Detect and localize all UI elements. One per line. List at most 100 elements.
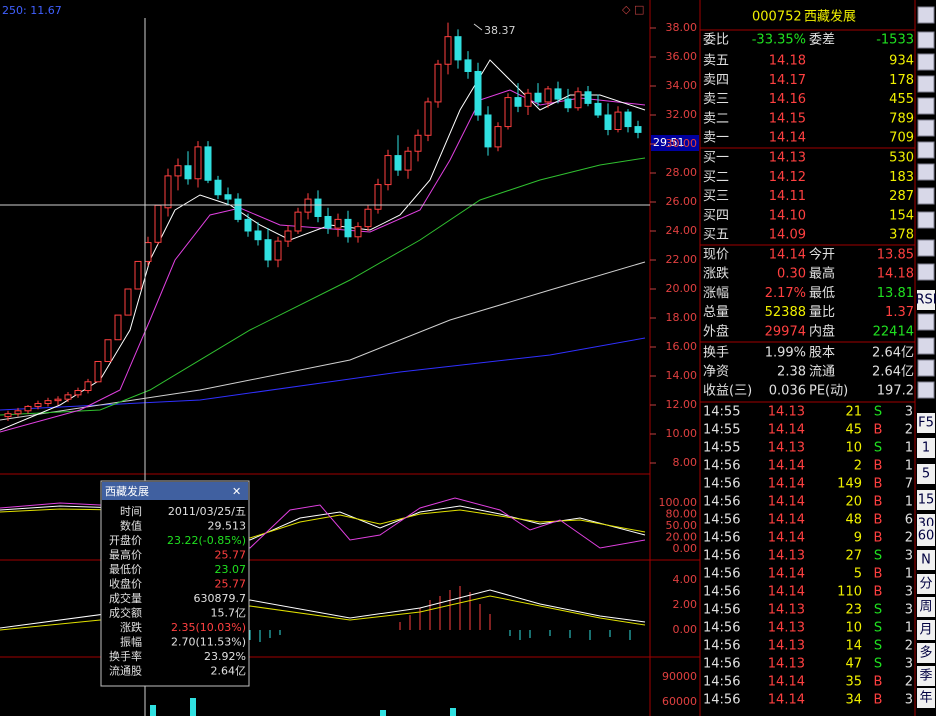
toolbar-button[interactable]	[917, 620, 935, 640]
volume-axis-label: 60000	[662, 695, 697, 708]
candles	[4, 22, 642, 421]
toolbar-button[interactable]	[917, 438, 935, 458]
tick-time: 14:56	[703, 567, 740, 582]
toolbar-button[interactable]	[917, 413, 935, 433]
popup-value: 2.35(10.03%)	[171, 621, 246, 634]
toolbar-icon[interactable]	[917, 163, 935, 181]
tick-price: 14.14	[768, 423, 805, 438]
tick-time: 14:55	[703, 423, 740, 438]
stat-label: 涨幅	[703, 286, 729, 301]
popup-close[interactable]: ✕	[232, 485, 241, 498]
toolbar-button[interactable]	[917, 464, 935, 484]
tick-volume: 10	[845, 621, 862, 636]
candle-body	[584, 91, 592, 104]
book-label: 买五	[703, 228, 729, 243]
candle-body	[54, 398, 62, 402]
toolbar-icon[interactable]	[917, 239, 935, 257]
price-tick-label: 30.00	[666, 137, 698, 150]
toolbar-button[interactable]	[917, 574, 935, 594]
book-price: 14.11	[769, 189, 806, 204]
stat-label: 量比	[809, 305, 835, 320]
tick-price: 14.14	[768, 513, 805, 528]
toolbar-icon[interactable]	[917, 119, 935, 137]
toolbar-label[interactable]: 分	[919, 577, 932, 592]
tick-side: S	[874, 549, 882, 564]
price-tick-label: 32.00	[666, 108, 698, 121]
toolbar-icon[interactable]	[917, 263, 935, 281]
toolbar-button[interactable]	[917, 526, 935, 546]
price-tick-label: 34.00	[666, 79, 698, 92]
book-label: 买三	[703, 189, 729, 204]
kdj-axis-label: 0.00	[673, 542, 698, 555]
popup-value: 630879.7	[194, 592, 247, 605]
kdj-axis-label: 50.00	[666, 519, 698, 532]
toolbar-button[interactable]	[917, 550, 935, 570]
toolbar-icon[interactable]	[917, 381, 935, 399]
toolbar-icon[interactable]	[917, 75, 935, 93]
toolbar-button[interactable]	[917, 666, 935, 686]
popup-label: 最高价	[109, 548, 142, 562]
window-icons[interactable]: ◇ □	[622, 3, 644, 16]
toolbar-label[interactable]: 季	[919, 669, 932, 684]
price-tick-label: 18.00	[666, 311, 698, 324]
tick-side: B	[874, 531, 883, 546]
stat-label: 外盘	[703, 323, 729, 339]
toolbar-button[interactable]	[917, 290, 935, 310]
toolbar-button[interactable]	[917, 490, 935, 510]
toolbar-label[interactable]: 周	[919, 600, 932, 615]
toolbar-icon[interactable]	[917, 359, 935, 377]
value: -1533	[876, 33, 914, 48]
toolbar-icon[interactable]	[917, 313, 935, 331]
candle-body	[274, 240, 282, 261]
toolbar-button[interactable]	[917, 688, 935, 708]
fund-value: 2.38	[777, 365, 806, 380]
toolbar-button[interactable]	[917, 597, 935, 617]
tick-volume: 21	[845, 405, 862, 420]
popup-label: 涨跌	[120, 620, 142, 634]
stat-value: 14.18	[877, 267, 914, 282]
toolbar-label[interactable]: 5	[922, 467, 930, 482]
tick-price: 14.13	[768, 441, 805, 456]
tick-price: 14.13	[768, 549, 805, 564]
tick-side: B	[874, 567, 883, 582]
book-label: 买四	[703, 208, 729, 223]
tick-time: 14:56	[703, 477, 740, 492]
toolbar-icon[interactable]	[917, 6, 935, 24]
tick-price: 14.14	[768, 567, 805, 582]
tick-time: 14:56	[703, 585, 740, 600]
stock-code: 000752	[752, 10, 802, 25]
value: -33.35%	[752, 33, 806, 48]
candle-body	[384, 155, 392, 186]
candle-body	[224, 194, 232, 200]
toolbar-label[interactable]: F5	[918, 416, 934, 431]
popup-value: 25.77	[215, 549, 247, 562]
tick-price: 14.14	[768, 459, 805, 474]
toolbar-icon[interactable]	[917, 337, 935, 355]
toolbar-label[interactable]: 60	[918, 529, 935, 544]
toolbar-label[interactable]: 年	[919, 691, 932, 706]
tick-price: 14.14	[768, 477, 805, 492]
toolbar-label[interactable]: RSI	[915, 293, 936, 308]
toolbar-label[interactable]: 多	[919, 645, 932, 661]
book-volume: 178	[889, 73, 914, 88]
candle-body	[44, 400, 52, 405]
toolbar-icon[interactable]	[917, 187, 935, 205]
toolbar-icon[interactable]	[917, 53, 935, 71]
toolbar-icon[interactable]	[917, 211, 935, 229]
tick-side: B	[874, 513, 883, 528]
tick-volume: 35	[845, 675, 862, 690]
toolbar-label[interactable]: 1	[922, 441, 930, 456]
stat-label: 涨跌	[703, 266, 729, 282]
toolbar-label[interactable]: 15	[918, 493, 935, 508]
candle-body	[134, 260, 142, 290]
toolbar-label[interactable]: 月	[919, 623, 932, 638]
tick-time: 14:56	[703, 657, 740, 672]
book-volume: 378	[889, 228, 914, 243]
toolbar-label[interactable]: N	[921, 553, 931, 568]
toolbar-icon[interactable]	[917, 141, 935, 159]
stat-value: 0.30	[777, 267, 806, 282]
toolbar-icon[interactable]	[917, 31, 935, 49]
toolbar-button[interactable]	[917, 643, 935, 663]
tick-side: B	[874, 585, 883, 600]
toolbar-icon[interactable]	[917, 97, 935, 115]
